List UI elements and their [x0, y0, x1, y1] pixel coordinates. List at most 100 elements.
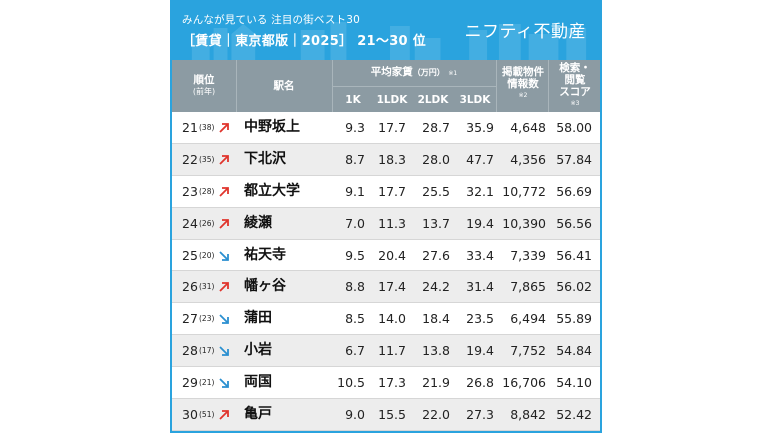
rent-1k: 9.0	[345, 407, 365, 423]
rent-3ldk: 33.4	[466, 247, 494, 263]
rent-3ldk: 23.5	[466, 311, 494, 327]
rent-1k: 8.5	[345, 311, 365, 327]
previous-rank: (17)	[199, 346, 215, 356]
rent-1ldk: 17.7	[378, 183, 406, 199]
column-header-station: 駅名	[273, 80, 295, 92]
rent-1k: 8.8	[345, 279, 365, 295]
rank-number: 30	[182, 407, 198, 423]
previous-rank: (51)	[199, 410, 215, 420]
rent-2ldk: 22.0	[422, 407, 450, 423]
table-header: 順位 (前年) 駅名 平均家賃（万円） ※1 1K 1LDK 2LDK 3LDK…	[172, 60, 600, 112]
station-name: 両国	[244, 374, 272, 391]
station-name: 中野坂上	[244, 119, 300, 135]
search-score: 56.41	[556, 247, 592, 263]
rent-2ldk: 25.5	[422, 183, 450, 199]
table-row: 23 (28) 都立大学 9.1 17.7 25.5 32.1 10,772 56.69	[172, 176, 600, 208]
rent-1ldk: 14.0	[378, 311, 406, 327]
listing-count: 4,648	[510, 120, 546, 135]
rent-1ldk: 17.7	[378, 120, 406, 135]
ranking-card: みんなが見ている 注目の街ベスト30 ［賃貸｜東京都版｜2025］ 21〜30 …	[170, 0, 602, 433]
arrow-down-right-icon	[219, 346, 229, 357]
rent-1k: 9.5	[345, 247, 365, 263]
table-row: 25 (20) 祐天寺 9.5 20.4 27.6 33.4 7,339 56.41	[172, 240, 600, 272]
search-score: 55.89	[556, 311, 592, 327]
rent-2ldk: 18.4	[422, 311, 450, 327]
rent-1k: 9.1	[345, 183, 365, 199]
station-name: 幡ヶ谷	[244, 278, 286, 295]
header-title: ［賃貸｜東京都版｜2025］ 21〜30 位	[182, 34, 427, 49]
rank-number: 29	[182, 375, 198, 391]
search-score: 57.84	[556, 151, 592, 167]
arrow-up-right-icon	[219, 218, 229, 229]
previous-rank: (35)	[199, 154, 215, 164]
rent-2ldk: 24.2	[422, 279, 450, 295]
listing-count: 6,494	[510, 311, 546, 327]
column-header-2ldk: 2LDK	[417, 94, 449, 106]
station-name: 綾瀬	[244, 214, 272, 231]
column-header-listings: 掲載物件 情報数 ※2	[502, 66, 544, 99]
rent-1k: 10.5	[337, 375, 365, 391]
rent-3ldk: 19.4	[466, 215, 494, 231]
previous-rank: (38)	[199, 123, 215, 132]
rent-3ldk: 26.8	[466, 375, 494, 391]
card-header: みんなが見ている 注目の街ベスト30 ［賃貸｜東京都版｜2025］ 21〜30 …	[172, 0, 600, 60]
rent-1k: 9.3	[345, 120, 365, 135]
arrow-up-right-icon	[219, 282, 229, 293]
station-name: 蒲田	[244, 310, 272, 327]
listing-count: 10,772	[502, 183, 546, 199]
rank-number: 23	[182, 183, 198, 199]
rent-1ldk: 17.4	[378, 279, 406, 295]
station-name: 亀戸	[244, 406, 272, 423]
arrow-down-right-icon	[219, 250, 229, 261]
rent-3ldk: 19.4	[466, 343, 494, 359]
city-skyline-illustration	[191, 22, 587, 60]
rent-1k: 6.7	[345, 343, 365, 359]
table-row: 29 (21) 両国 10.5 17.3 21.9 26.8 16,706 54.10	[172, 367, 600, 400]
table-row: 21 (38) 中野坂上 9.3 17.7 28.7 35.9 4,648 58.00	[172, 112, 600, 144]
rank-number: 28	[182, 343, 198, 359]
rent-1ldk: 11.3	[378, 215, 406, 231]
search-score: 52.42	[556, 407, 592, 423]
previous-rank: (23)	[199, 314, 215, 324]
arrow-up-right-icon	[219, 154, 229, 165]
rent-1ldk: 20.4	[378, 247, 406, 263]
header-subtitle: みんなが見ている 注目の街ベスト30	[182, 14, 361, 26]
previous-rank: (31)	[199, 282, 215, 292]
table-row: 28 (17) 小岩 6.7 11.7 13.8 19.4 7,752 54.84	[172, 335, 600, 368]
listing-count: 7,752	[510, 343, 546, 359]
arrow-up-right-icon	[219, 410, 229, 420]
rank-number: 26	[182, 279, 198, 295]
rank-number: 24	[182, 215, 198, 231]
column-header-score: 検索・ 閲覧 スコア ※3	[559, 62, 591, 107]
rent-2ldk: 27.6	[422, 247, 450, 263]
brand-logo: ニフティ不動産	[464, 22, 586, 42]
rent-1ldk: 11.7	[378, 343, 406, 359]
column-header-1ldk: 1LDK	[376, 94, 408, 106]
search-score: 56.02	[556, 279, 592, 295]
arrow-down-right-icon	[219, 378, 229, 389]
column-header-avg-rent: 平均家賃（万円） ※1	[370, 66, 458, 78]
station-name: 小岩	[244, 342, 272, 359]
rent-2ldk: 13.8	[422, 343, 450, 359]
table-row: 27 (23) 蒲田 8.5 14.0 18.4 23.5 6,494 55.89	[172, 303, 600, 336]
search-score: 56.69	[556, 183, 592, 199]
table-row: 30 (51) 亀戸 9.0 15.5 22.0 27.3 8,842 52.42	[172, 399, 600, 431]
rent-3ldk: 31.4	[466, 279, 494, 295]
search-score: 54.10	[556, 375, 592, 391]
arrow-down-right-icon	[219, 314, 229, 325]
rent-2ldk: 28.0	[422, 151, 450, 167]
rent-3ldk: 27.3	[466, 407, 494, 423]
listing-count: 7,865	[510, 279, 546, 295]
column-header-3ldk: 3LDK	[459, 94, 491, 106]
previous-rank: (21)	[199, 378, 215, 388]
previous-rank: (20)	[199, 250, 215, 260]
listing-count: 10,390	[502, 215, 546, 231]
rent-2ldk: 21.9	[422, 375, 450, 391]
listing-count: 8,842	[510, 407, 546, 423]
rent-2ldk: 28.7	[422, 120, 450, 135]
rent-3ldk: 32.1	[466, 183, 494, 199]
ranking-table-body: 21 (38) 中野坂上 9.3 17.7 28.7 35.9 4,648 58.00 22 (35…	[172, 112, 600, 431]
rent-1ldk: 18.3	[378, 151, 406, 167]
listing-count: 16,706	[502, 375, 546, 391]
table-row: 24 (26) 綾瀬 7.0 11.3 13.7 19.4 10,390 56.56	[172, 207, 600, 240]
